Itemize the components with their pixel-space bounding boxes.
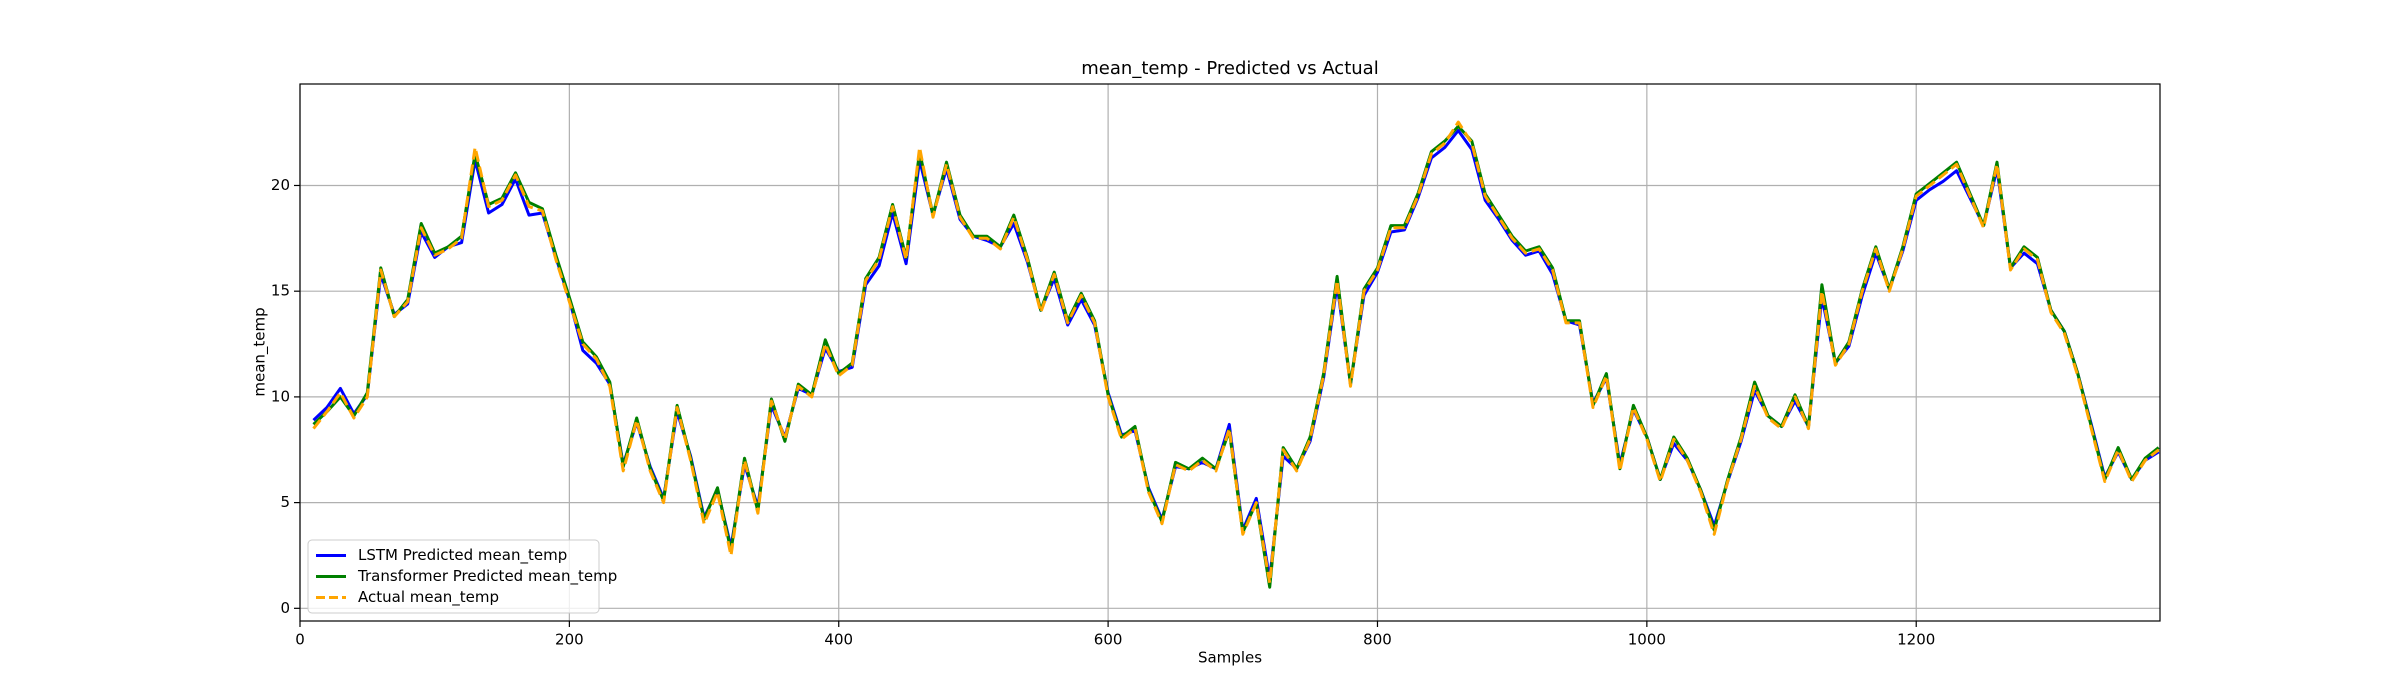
x-tick-label: 200	[555, 631, 584, 649]
x-tick-label: 1200	[1897, 631, 1935, 649]
legend-label: Transformer Predicted mean_temp	[357, 567, 617, 586]
chart-title: mean_temp - Predicted vs Actual	[1081, 58, 1378, 79]
x-tick-label: 600	[1094, 631, 1123, 649]
x-tick-label: 400	[824, 631, 853, 649]
y-tick-label: 15	[271, 282, 290, 300]
legend-box	[307, 539, 600, 614]
x-axis-label: Samples	[1198, 649, 1262, 667]
y-tick-label: 5	[280, 493, 290, 511]
legend-label: Actual mean_temp	[358, 588, 499, 607]
legend-label: LSTM Predicted mean_temp	[358, 546, 567, 565]
y-axis-label: mean_temp	[251, 307, 270, 396]
x-tick-label: 1000	[1628, 631, 1666, 649]
y-tick-label: 20	[271, 176, 290, 194]
y-tick-label: 0	[280, 599, 290, 617]
x-tick-label: 0	[295, 631, 305, 649]
legend: LSTM Predicted mean_temp Transformer Pred…	[307, 539, 617, 614]
series-line	[312, 120, 2160, 585]
x-tick-label: 800	[1363, 631, 1392, 649]
plot-frame	[299, 83, 2161, 622]
y-tick-label: 10	[271, 387, 290, 405]
